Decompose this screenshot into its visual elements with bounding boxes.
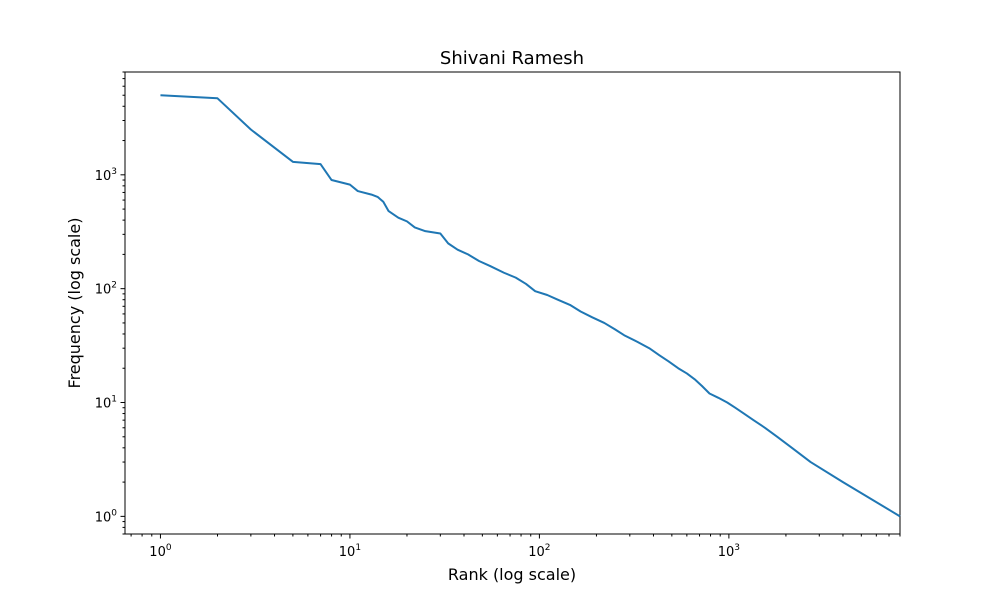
- x-axis-label: Rank (log scale): [448, 565, 576, 584]
- y-tick-label: 100: [95, 508, 118, 525]
- y-tick-label: 102: [95, 281, 117, 298]
- y-axis-ticks: 100 101 102 103: [95, 71, 125, 535]
- y-tick-label: 103: [95, 167, 117, 184]
- x-tick-label: 102: [528, 543, 550, 560]
- plot-frame: [124, 71, 901, 535]
- x-tick-label: 100: [149, 543, 172, 560]
- x-axis-ticks: 100 101 102 103: [130, 534, 901, 560]
- series-line: [160, 94, 901, 518]
- y-tick-label: 101: [95, 395, 117, 412]
- x-tick-label: 103: [718, 543, 740, 560]
- x-tick-label: 101: [339, 543, 361, 560]
- chart-title: Shivani Ramesh: [440, 48, 584, 69]
- y-axis-label: Frequency (log scale): [65, 218, 84, 389]
